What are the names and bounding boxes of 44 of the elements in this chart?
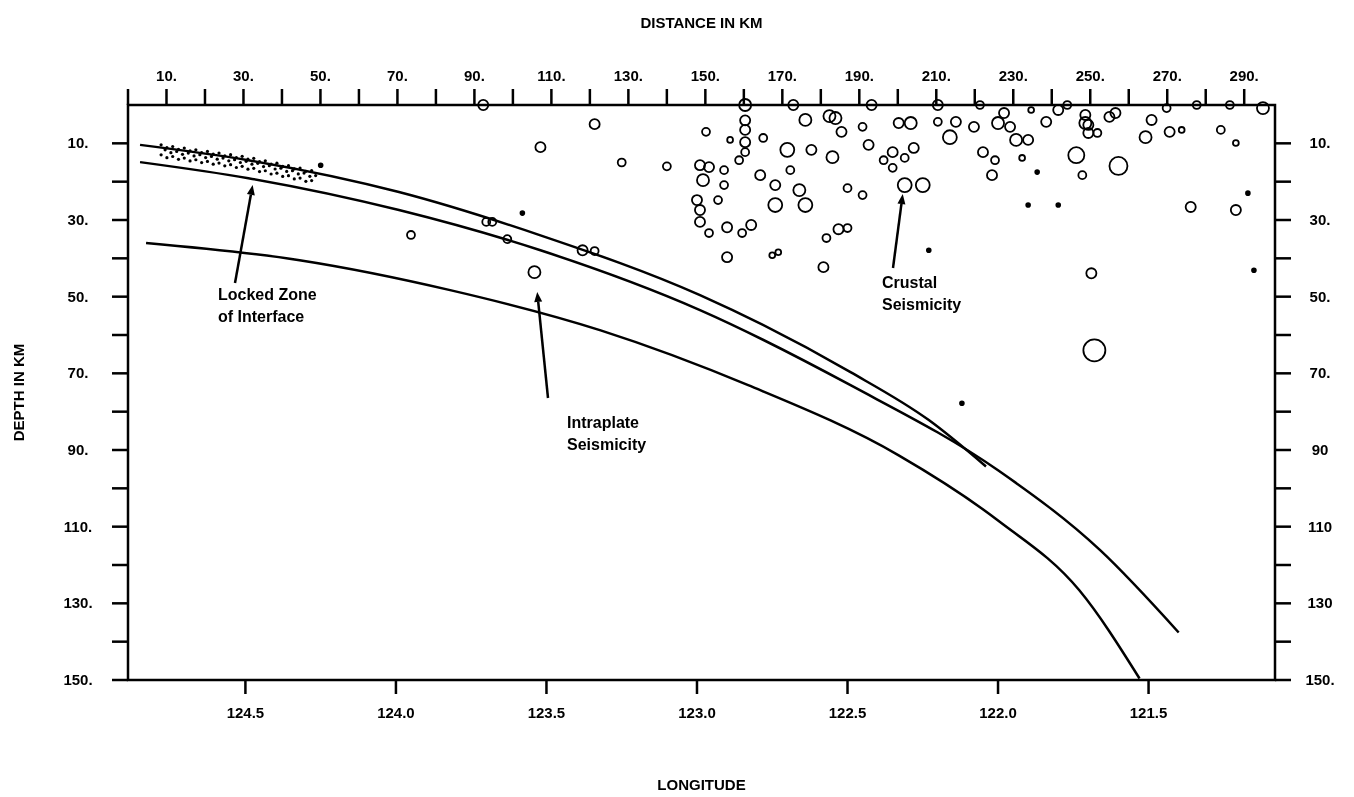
x-axis-title: LONGITUDE	[657, 776, 746, 793]
x-tick-label: 122.0	[979, 704, 1017, 721]
x2-tick-label: 150.	[690, 67, 720, 84]
y-tick-label: 10.	[67, 134, 89, 152]
x-tick-label: 124.0	[377, 704, 415, 721]
y-tick-label: 150.	[63, 671, 93, 688]
x2-tick-label: 290.	[1229, 67, 1259, 84]
y-axis-title: DEPTH IN KM	[10, 343, 27, 442]
y-tick-label: 30.	[67, 211, 89, 228]
y2-tick-label: 10.	[1309, 134, 1331, 152]
x-tick-label: 124.5	[226, 704, 265, 721]
x2-tick-label: 190.	[844, 67, 874, 84]
x2-tick-label: 230.	[998, 67, 1028, 84]
y2-tick-label: 70.	[1309, 364, 1331, 382]
x2-tick-label: 50.	[310, 67, 331, 84]
annotation: Crustal Seismicity	[882, 274, 962, 313]
x-tick-label: 122.5	[828, 704, 867, 721]
x2-tick-label: 170.	[767, 67, 797, 84]
x-tick-label: 123.0	[678, 704, 716, 721]
y-tick-label: 110.	[63, 517, 93, 535]
annotation: Locked Zone of Interface	[218, 286, 317, 325]
x2-tick-label: 110.	[537, 67, 566, 84]
x2-tick-label: 70.	[387, 67, 408, 84]
y2-tick-label: 130	[1307, 594, 1333, 612]
y2-tick-label: 150.	[1305, 671, 1335, 688]
y2-tick-label: 50.	[1309, 287, 1331, 305]
x2-tick-label: 30.	[233, 67, 254, 84]
y-tick-label: 50.	[67, 287, 89, 305]
x2-tick-label: 90.	[463, 67, 485, 84]
x-tick-label: 123.5	[527, 704, 566, 721]
x2-tick-label: 250.	[1075, 67, 1105, 84]
x2-tick-label: 10.	[156, 67, 177, 84]
x-tick-label: 121.5	[1129, 704, 1168, 721]
y2-tick-label: 90	[1311, 441, 1329, 458]
y-tick-label: 90.	[67, 441, 89, 458]
y-tick-label: 70.	[67, 364, 89, 382]
y-tick-label: 130.	[63, 594, 93, 612]
y2-tick-label: 30.	[1309, 211, 1331, 228]
x2-tick-label: 210.	[921, 67, 951, 84]
y2-tick-label: 110	[1307, 517, 1333, 535]
x2-tick-label: 130.	[613, 67, 643, 84]
annotation: Intraplate Seismicity	[567, 414, 647, 453]
x2-axis-title: DISTANCE IN KM	[640, 14, 763, 31]
x2-tick-label: 270.	[1152, 67, 1182, 84]
